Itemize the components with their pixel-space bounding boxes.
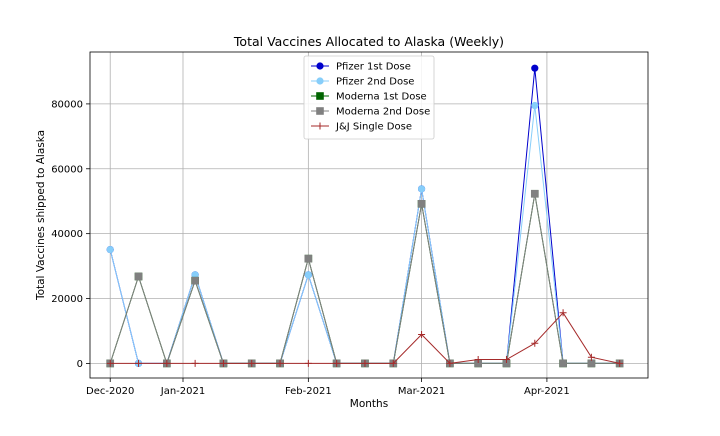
data-point-3-16 xyxy=(559,359,567,368)
data-point-3-11 xyxy=(417,200,426,208)
data-point-4-18 xyxy=(616,359,624,367)
y-axis-label: Total Vaccines shipped to Alaska xyxy=(35,130,47,301)
data-point-1-0 xyxy=(106,245,114,254)
legend: Pfizer 1st Dose Pfizer 2nd Dose Moderna 1s… xyxy=(303,55,435,140)
series-layer xyxy=(106,64,624,368)
x-tick-label-3: Mar-2021 xyxy=(398,386,445,397)
legend-marker-3 xyxy=(316,107,324,115)
chart-title: Total Vaccines Allocated to Alaska (Week… xyxy=(233,34,504,49)
y-tick-label-2: 40000 xyxy=(51,229,83,240)
series-line-1 xyxy=(109,105,620,364)
x-tick-label-1: Jan-2021 xyxy=(160,386,205,397)
data-point-4-8 xyxy=(333,359,341,367)
data-point-4-3 xyxy=(191,359,199,367)
data-point-4-1 xyxy=(135,359,143,367)
series-line-3 xyxy=(109,193,620,365)
x-tick-label-0: Dec-2020 xyxy=(86,386,134,397)
y-tick-label-3: 60000 xyxy=(51,164,83,175)
series-2 xyxy=(106,189,624,368)
data-point-1-15 xyxy=(531,101,539,110)
y-tick-label-4: 80000 xyxy=(51,99,83,110)
data-point-4-9 xyxy=(361,359,369,367)
y-tick-label-0: 0 xyxy=(77,359,83,370)
data-point-3-7 xyxy=(304,254,313,263)
legend-label-1: Pfizer 2nd Dose xyxy=(336,77,414,88)
data-point-3-3 xyxy=(191,276,199,285)
data-point-3-1 xyxy=(134,272,143,281)
data-point-4-7 xyxy=(304,359,312,367)
data-point-4-11 xyxy=(418,331,426,339)
data-point-0-15 xyxy=(531,64,539,72)
data-point-4-17 xyxy=(587,353,595,361)
x-tick-label-2: Feb-2021 xyxy=(285,386,332,397)
data-point-4-15 xyxy=(531,339,539,347)
series-1 xyxy=(106,101,624,368)
legend-marker-0 xyxy=(316,62,324,70)
legend-label-0: Pfizer 1st Dose xyxy=(336,62,411,73)
y-tick-label-1: 20000 xyxy=(51,294,83,305)
data-point-3-15 xyxy=(530,189,539,198)
tick-layer: 0 20000 40000 60000 80000 Dec-2020 Jan-2021 Feb… xyxy=(51,99,570,397)
data-point-4-0 xyxy=(106,359,114,367)
data-point-1-7 xyxy=(304,271,312,279)
data-point-4-5 xyxy=(248,359,256,367)
data-point-4-12 xyxy=(446,359,454,367)
legend-marker-4 xyxy=(316,122,324,130)
legend-box xyxy=(303,55,435,140)
data-point-4-10 xyxy=(389,359,397,367)
data-point-4-16 xyxy=(559,309,567,317)
x-tick-label-4: Apr-2021 xyxy=(524,386,570,397)
data-point-4-6 xyxy=(276,359,284,367)
series-4 xyxy=(106,309,624,367)
series-3 xyxy=(106,189,624,368)
x-axis-label: Months xyxy=(350,398,388,410)
legend-marker-2 xyxy=(316,92,324,100)
data-point-3-17 xyxy=(587,359,596,368)
data-point-4-2 xyxy=(163,359,171,367)
data-point-4-14 xyxy=(502,356,510,364)
series-line-4 xyxy=(110,311,620,364)
legend-label-3: Moderna 2nd Dose xyxy=(336,107,430,118)
legend-marker-1 xyxy=(316,77,324,85)
legend-label-4: J&J Single Dose xyxy=(335,122,412,133)
data-point-4-4 xyxy=(219,359,227,367)
data-point-1-11 xyxy=(417,185,426,193)
data-point-4-13 xyxy=(474,356,482,364)
plot-frame xyxy=(89,51,649,379)
series-line-2 xyxy=(109,193,620,365)
legend-label-2: Moderna 1st Dose xyxy=(336,92,427,103)
